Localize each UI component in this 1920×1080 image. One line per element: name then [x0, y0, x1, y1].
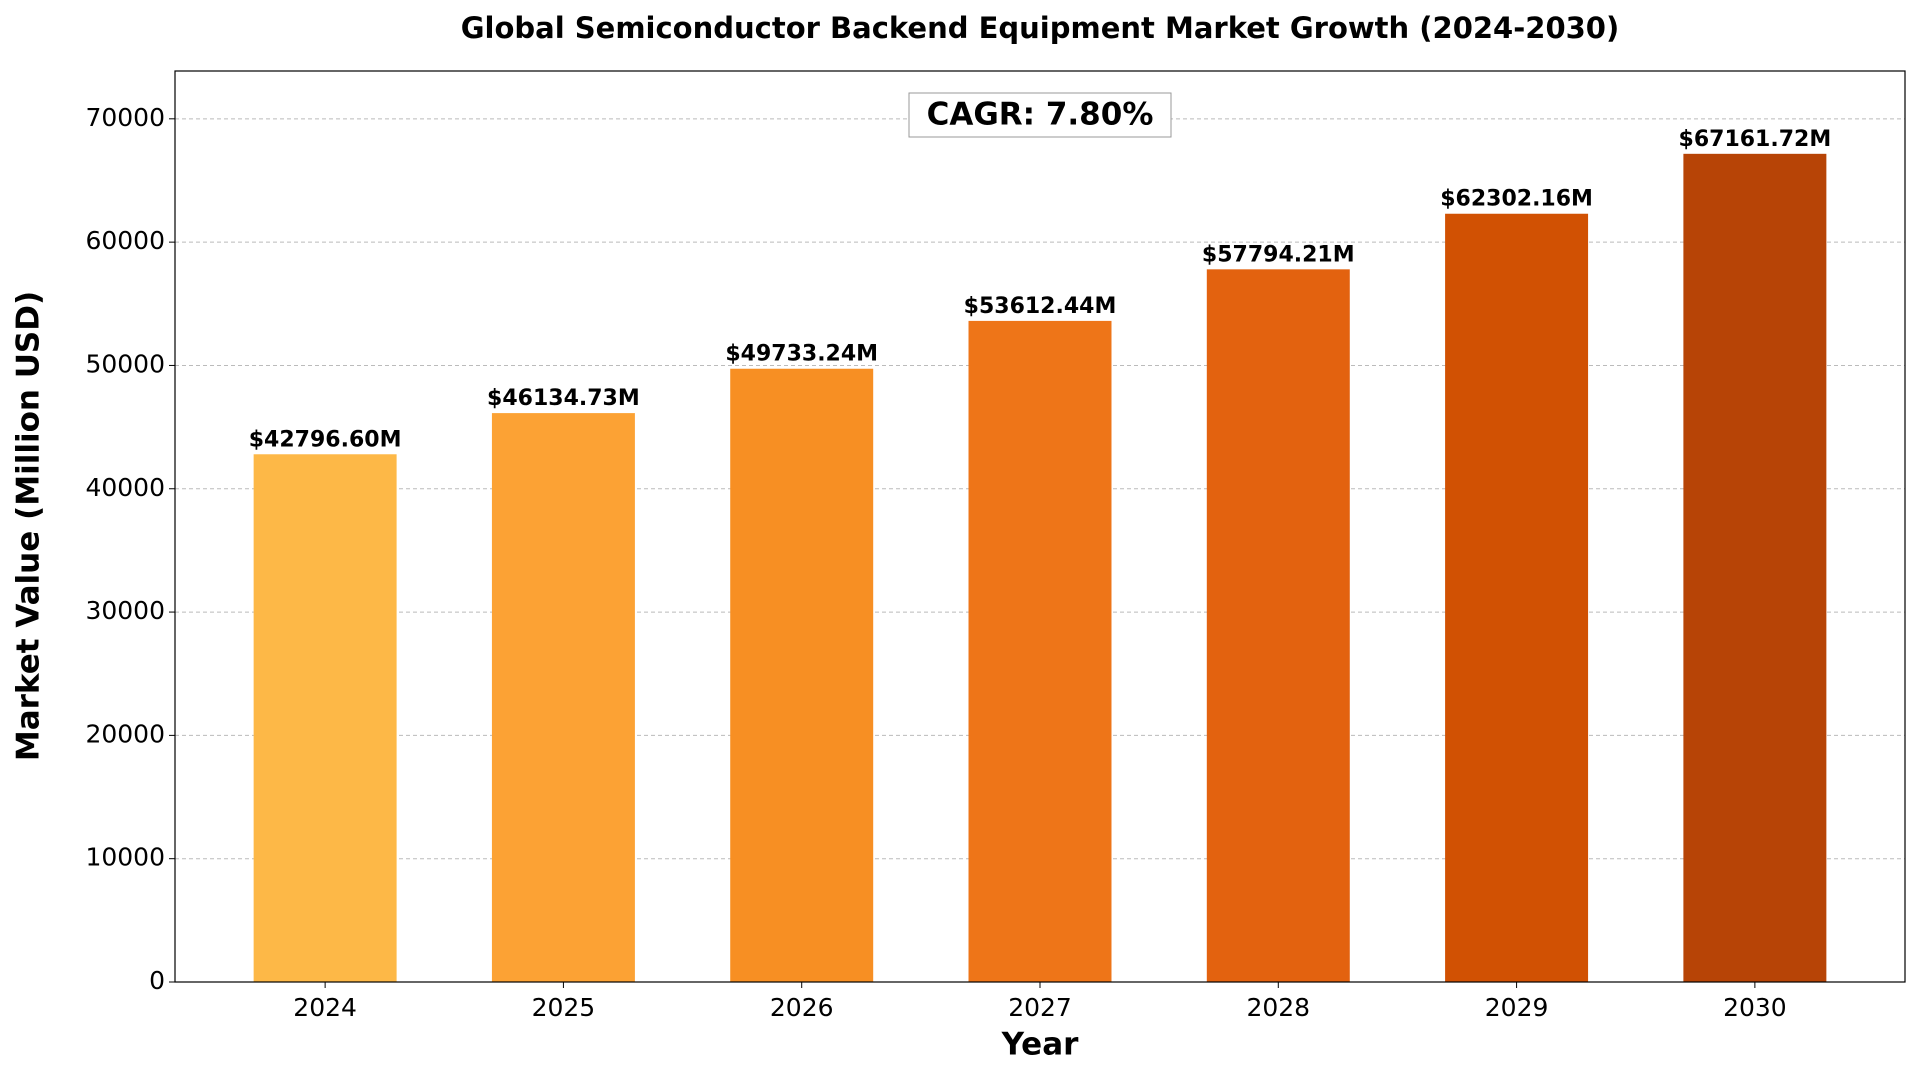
bar	[1445, 213, 1589, 983]
annotation: CAGR: 7.80%	[927, 97, 1154, 133]
bar	[1206, 269, 1350, 982]
value-label: $67161.72M	[1679, 127, 1832, 152]
value-label: $57794.21M	[1202, 242, 1355, 267]
x-tick-label: 2030	[1723, 993, 1787, 1022]
value-label: $53612.44M	[964, 294, 1117, 319]
value-label: $46134.73M	[487, 386, 640, 411]
value-label: $62302.16M	[1440, 187, 1593, 212]
y-tick-label: 50000	[85, 349, 165, 378]
x-tick-label: 2025	[532, 993, 596, 1022]
y-tick-label: 10000	[85, 843, 165, 872]
chart-title: Global Semiconductor Backend Equipment M…	[461, 11, 1620, 45]
bar	[491, 413, 635, 982]
x-tick-label: 2026	[770, 993, 834, 1022]
y-tick-label: 70000	[85, 103, 165, 132]
y-tick-label: 60000	[85, 226, 165, 255]
value-label: $42796.60M	[249, 427, 402, 452]
bar	[253, 454, 397, 982]
y-tick-label: 0	[149, 966, 165, 995]
y-tick-label: 40000	[85, 473, 165, 502]
y-axis-label: Market Value (Million USD)	[11, 291, 47, 761]
x-tick-label: 2027	[1008, 993, 1072, 1022]
x-tick-label: 2028	[1246, 993, 1310, 1022]
value-label: $49733.24M	[725, 342, 878, 367]
bar	[1683, 153, 1827, 982]
axes-frame	[174, 70, 1906, 983]
x-tick-label: 2029	[1485, 993, 1549, 1022]
x-tick-label: 2024	[293, 993, 357, 1022]
bar	[968, 320, 1112, 982]
x-axis-label: Year	[1001, 1027, 1080, 1063]
y-tick-label: 20000	[85, 719, 165, 748]
y-tick-label: 30000	[85, 596, 165, 625]
bar	[730, 368, 874, 982]
annotation-box	[908, 92, 1172, 138]
